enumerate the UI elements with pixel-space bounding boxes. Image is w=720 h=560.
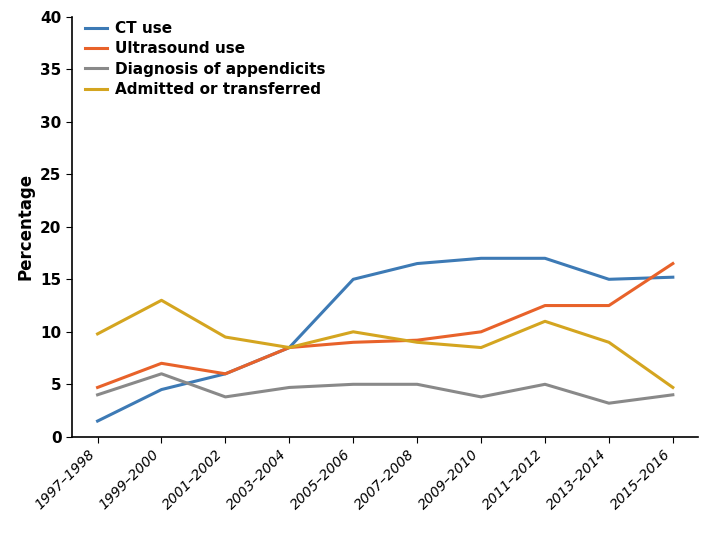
Diagnosis of appendicits xyxy=(668,391,677,398)
CT use xyxy=(94,418,102,424)
CT use xyxy=(349,276,358,283)
Admitted or transferred xyxy=(285,344,294,351)
Diagnosis of appendicits xyxy=(221,394,230,400)
Admitted or transferred xyxy=(413,339,421,346)
Admitted or transferred xyxy=(349,328,358,335)
Ultrasound use xyxy=(221,371,230,377)
Admitted or transferred xyxy=(605,339,613,346)
CT use xyxy=(668,274,677,281)
Ultrasound use xyxy=(413,337,421,344)
Diagnosis of appendicits xyxy=(477,394,485,400)
Line: Diagnosis of appendicits: Diagnosis of appendicits xyxy=(98,374,672,403)
CT use xyxy=(605,276,613,283)
Admitted or transferred xyxy=(157,297,166,304)
Admitted or transferred xyxy=(541,318,549,325)
Ultrasound use xyxy=(605,302,613,309)
Legend: CT use, Ultrasound use, Diagnosis of appendicits, Admitted or transferred: CT use, Ultrasound use, Diagnosis of app… xyxy=(84,21,325,97)
Diagnosis of appendicits xyxy=(285,384,294,391)
Line: CT use: CT use xyxy=(98,258,672,421)
Diagnosis of appendicits xyxy=(541,381,549,388)
Ultrasound use xyxy=(94,384,102,391)
Admitted or transferred xyxy=(221,334,230,340)
Ultrasound use xyxy=(541,302,549,309)
Ultrasound use xyxy=(157,360,166,367)
Line: Ultrasound use: Ultrasound use xyxy=(98,264,672,388)
Ultrasound use xyxy=(668,260,677,267)
Diagnosis of appendicits xyxy=(349,381,358,388)
Y-axis label: Percentage: Percentage xyxy=(17,173,35,281)
Ultrasound use xyxy=(285,344,294,351)
Admitted or transferred xyxy=(94,330,102,337)
Diagnosis of appendicits xyxy=(94,391,102,398)
CT use xyxy=(477,255,485,262)
CT use xyxy=(221,371,230,377)
Ultrasound use xyxy=(477,328,485,335)
CT use xyxy=(157,386,166,393)
Diagnosis of appendicits xyxy=(157,371,166,377)
Diagnosis of appendicits xyxy=(413,381,421,388)
CT use xyxy=(541,255,549,262)
CT use xyxy=(413,260,421,267)
Admitted or transferred xyxy=(477,344,485,351)
CT use xyxy=(285,344,294,351)
Line: Admitted or transferred: Admitted or transferred xyxy=(98,300,672,388)
Admitted or transferred xyxy=(668,384,677,391)
Ultrasound use xyxy=(349,339,358,346)
Diagnosis of appendicits xyxy=(605,400,613,407)
